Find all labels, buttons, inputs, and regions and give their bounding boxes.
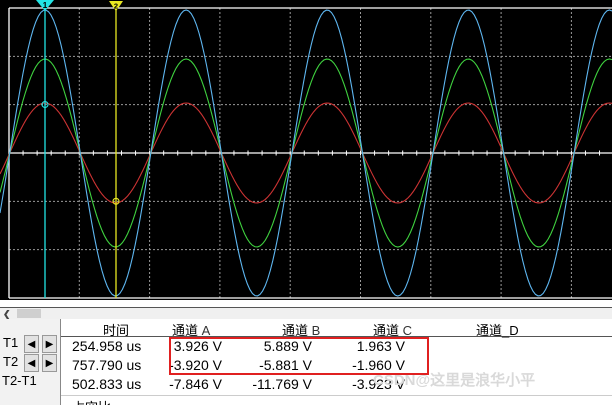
svg-text:1: 1	[43, 0, 48, 10]
svg-text:2: 2	[114, 1, 118, 10]
